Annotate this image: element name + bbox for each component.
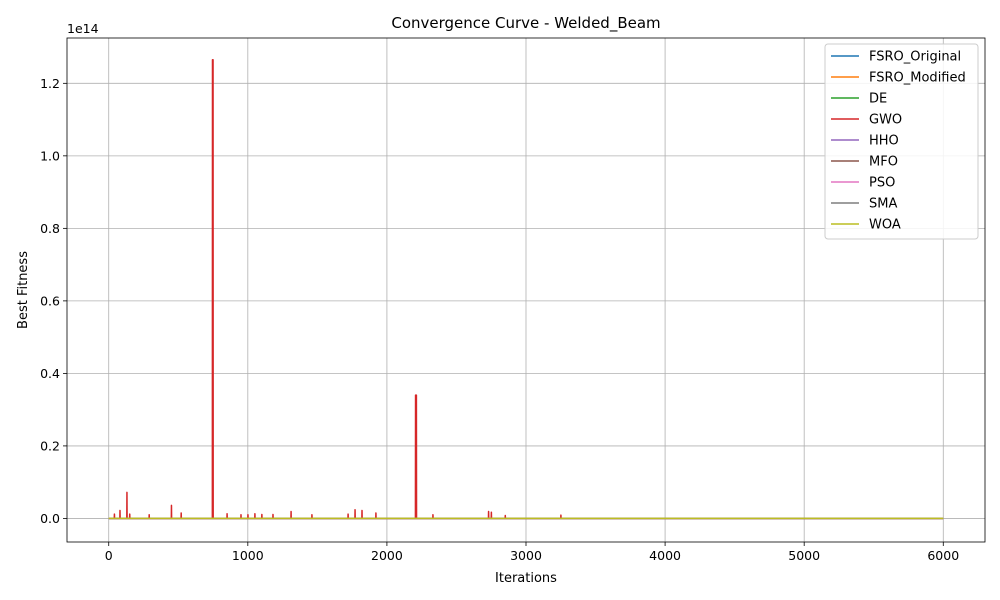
y-axis-label: Best Fitness <box>16 251 31 329</box>
x-tick-label: 2000 <box>371 548 403 563</box>
legend-label: DE <box>869 92 887 107</box>
x-tick-label: 6000 <box>927 548 959 563</box>
legend-label: FSRO_Original <box>869 50 961 65</box>
x-tick-label: 1000 <box>232 548 264 563</box>
legend-label: MFO <box>869 155 898 170</box>
x-tick-label: 3000 <box>510 548 542 563</box>
legend-label: SMA <box>869 197 897 212</box>
y-multiplier-label: 1e14 <box>67 21 99 36</box>
legend: FSRO_Original FSRO_Modified DE GWO HHO MFO PSO… <box>824 43 979 240</box>
y-tick-label: 0.4 <box>40 366 60 381</box>
legend-label: GWO <box>869 113 902 128</box>
chart-title: Convergence Curve - Welded_Beam <box>391 14 660 33</box>
legend-label: FSRO_Modified <box>869 71 966 86</box>
legend-label: PSO <box>869 176 895 191</box>
y-axis: 0.0 0.2 0.4 0.6 0.8 1.0 1.2 <box>40 76 67 526</box>
x-axis-label: Iterations <box>495 571 557 586</box>
y-tick-label: 0.6 <box>40 293 60 308</box>
legend-label: HHO <box>869 134 899 149</box>
x-tick-label: 4000 <box>649 548 681 563</box>
series-lines <box>108 59 944 520</box>
y-tick-label: 0.8 <box>40 221 60 236</box>
y-tick-label: 0.2 <box>40 438 60 453</box>
legend-label: WOA <box>869 218 901 233</box>
legend-box <box>824 43 979 240</box>
y-tick-label: 1.2 <box>40 76 60 91</box>
y-tick-label: 0.0 <box>40 511 60 526</box>
x-tick-label: 0 <box>105 548 113 563</box>
y-tick-label: 1.0 <box>40 148 60 163</box>
x-tick-label: 5000 <box>788 548 820 563</box>
x-axis: 0 1000 2000 3000 4000 5000 6000 <box>105 542 959 563</box>
